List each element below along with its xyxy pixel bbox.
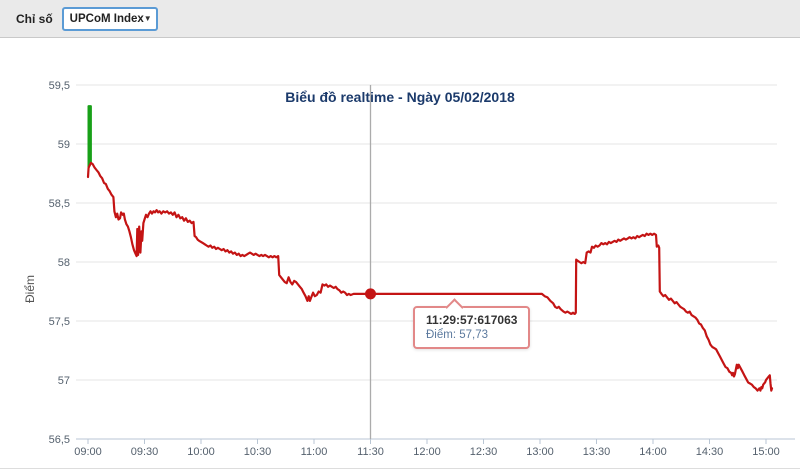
x-tick-label: 13:30 — [583, 446, 611, 458]
series-open-spike — [87, 105, 92, 169]
index-select-value: UPCoM Index — [69, 12, 144, 25]
chart-title: Biểu đồ realtime - Ngày 05/02/2018 — [285, 89, 515, 105]
x-tick-label: 14:00 — [639, 446, 667, 458]
x-tick-label: 15:00 — [752, 446, 780, 458]
x-tick-label: 13:00 — [526, 446, 554, 458]
series-upcom-index — [86, 161, 774, 392]
y-tick-label: 57 — [58, 375, 70, 387]
chart-panel: Biểu đồ realtime - Ngày 05/02/2018 Điểm — [0, 39, 800, 469]
y-tick-label: 58,5 — [49, 198, 70, 210]
index-selector-bar: Chỉ số UPCoM Index ▼ — [0, 0, 800, 38]
y-tick-label: 59,5 — [49, 80, 70, 92]
selected-point-marker — [365, 288, 376, 300]
index-select-label: Chỉ số — [16, 11, 53, 26]
y-tick-label: 59 — [58, 139, 70, 151]
x-tick-label: 10:00 — [187, 446, 215, 458]
y-tick-label: 57,5 — [49, 316, 70, 328]
y-tick-label: 58 — [58, 257, 70, 269]
x-tick-label: 11:00 — [301, 446, 328, 458]
x-tick-label: 14:30 — [696, 446, 724, 458]
x-tick-label: 12:30 — [470, 446, 498, 458]
y-tick-label: 56,5 — [49, 434, 70, 446]
x-tick-label: 11:30 — [357, 446, 384, 458]
tooltip-time: 11:29:57:617063 — [426, 313, 518, 327]
x-tick-label: 09:30 — [131, 446, 159, 458]
chevron-down-icon: ▼ — [143, 13, 152, 23]
x-tick-label: 10:30 — [244, 446, 272, 458]
index-select[interactable]: UPCoM Index ▼ — [61, 6, 158, 31]
x-tick-label: 12:00 — [413, 446, 441, 458]
realtime-line-chart[interactable]: 56,5 57 57,5 58 58,5 59 59,5 09:00 09:30 10:00 10:… — [0, 70, 800, 475]
tooltip-value: Điểm: 57,73 — [426, 329, 489, 341]
x-tick-label: 09:00 — [74, 446, 102, 458]
chart-tooltip: 11:29:57:617063 Điểm: 57,73 — [413, 306, 531, 349]
